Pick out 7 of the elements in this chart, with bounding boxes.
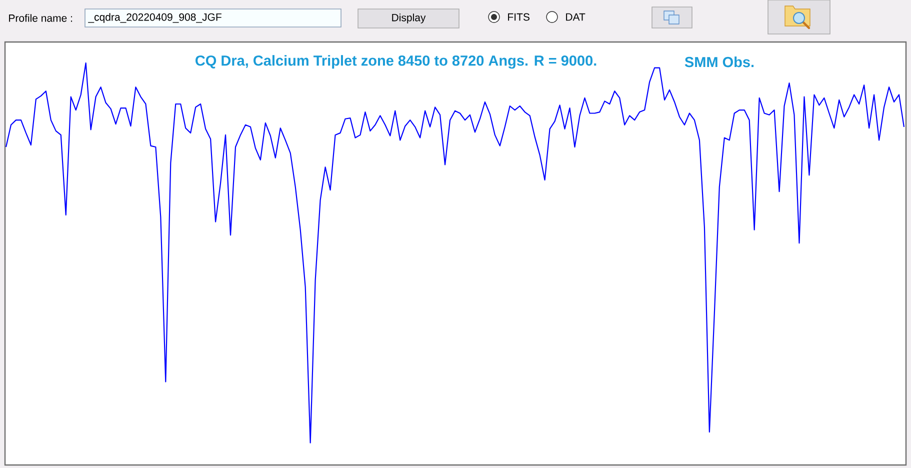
text: Profile name : xyxy=(9,14,72,22)
text: DAT xyxy=(566,13,586,21)
text: _cqdra_20220409_908_JGF xyxy=(88,13,222,23)
text: Display xyxy=(392,14,426,24)
chart-title: CQ Dra, Calcium Triplet zone 8450 to 8720 Angs. R = 9000. xyxy=(196,55,596,69)
annotation: SMM Obs. xyxy=(684,56,754,68)
text: FITS xyxy=(508,13,530,21)
